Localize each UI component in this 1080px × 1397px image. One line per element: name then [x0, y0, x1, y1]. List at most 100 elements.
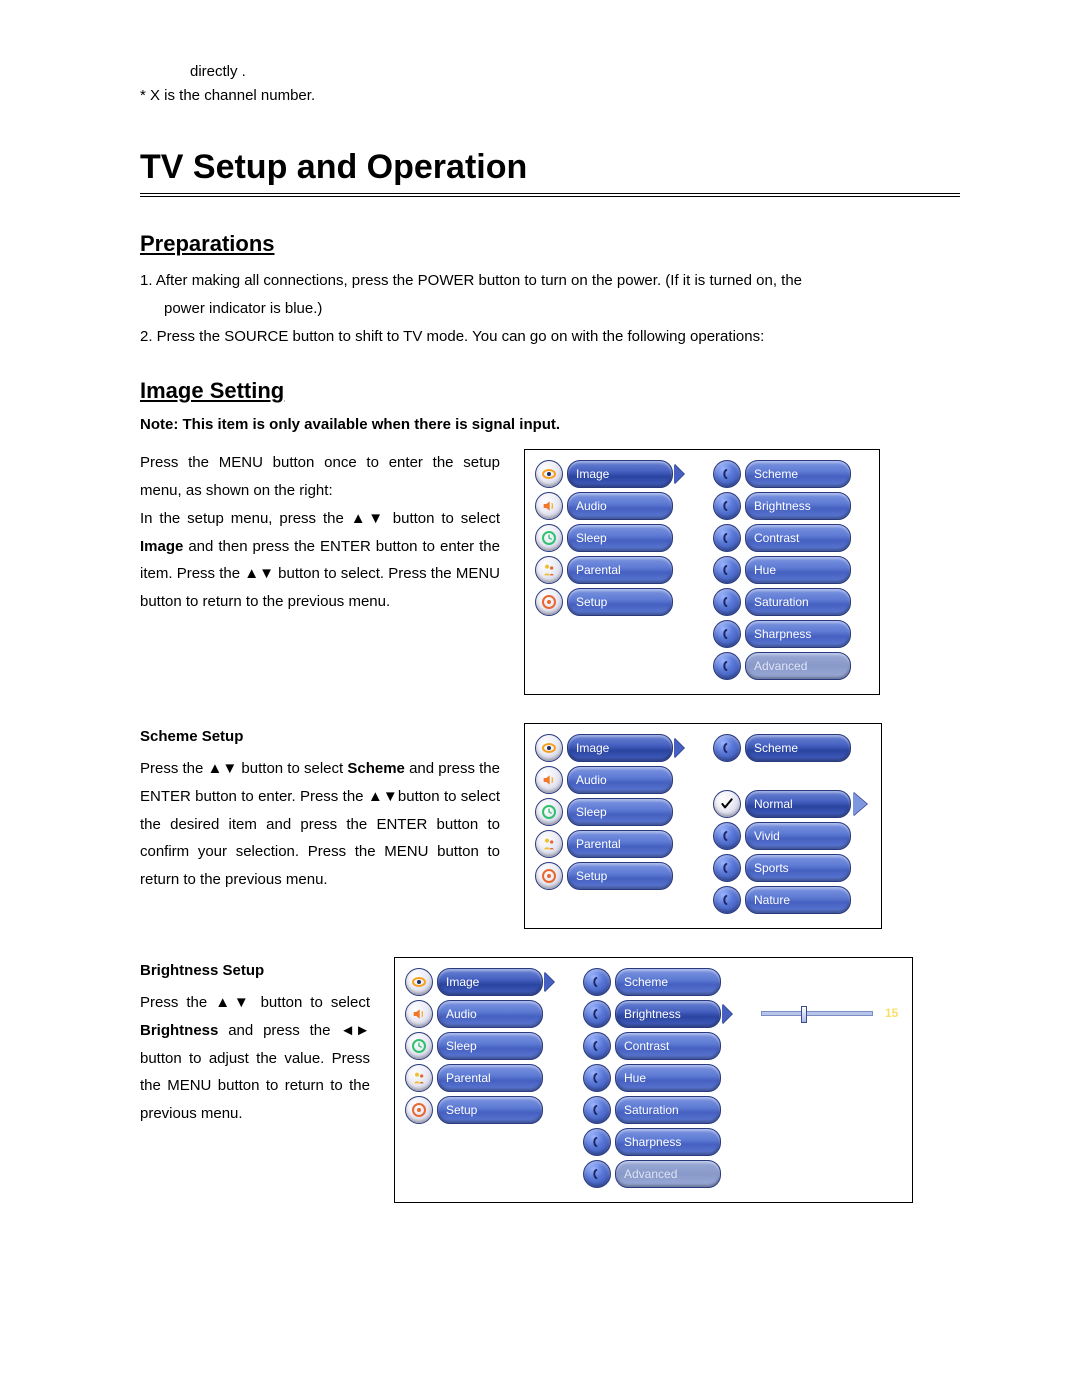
preparations-body: 1. After making all connections, press t… — [140, 267, 960, 350]
scheme-option-normal[interactable]: Normal — [713, 790, 867, 818]
sleep-icon — [535, 798, 563, 826]
image-menu-screenshot: Image Audio Sleep Parental Setup Scheme Brigh… — [524, 449, 880, 695]
submenu-arrow — [547, 968, 561, 996]
bullet-icon — [713, 492, 741, 520]
scheme-title: Scheme Setup — [140, 723, 500, 751]
submenu-item-saturation[interactable]: Saturation — [713, 588, 851, 616]
main-menu-item-parental[interactable]: Parental — [535, 830, 691, 858]
image-submenu-col-1: Scheme Brightness Contrast Hue Saturation Sha… — [713, 460, 851, 680]
submenu-pill: Advanced — [615, 1160, 721, 1188]
image-setting-heading: Image Setting — [140, 378, 960, 404]
scheme-submenu-col: Scheme Normal Vivid Sports Nature — [713, 734, 867, 914]
submenu-item-sharpness[interactable]: Sharpness — [713, 620, 851, 648]
audio-icon — [535, 492, 563, 520]
brightness-title: Brightness Setup — [140, 957, 370, 985]
parental-icon — [535, 556, 563, 584]
submenu-item-hue[interactable]: Hue — [713, 556, 851, 584]
submenu-item-scheme[interactable]: Scheme — [583, 968, 739, 996]
scheme-menu-screenshot: Image Audio Sleep Parental Setup Scheme Norma… — [524, 723, 882, 929]
scheme-setup-row: Scheme Setup Press the ▲▼ button to sele… — [140, 723, 960, 929]
submenu-pill: Scheme — [745, 734, 851, 762]
main-menu-pill: Sleep — [437, 1032, 543, 1060]
img-para-1b: In the setup menu, press the ▲▼ button t… — [140, 510, 500, 527]
submenu-item-contrast[interactable]: Contrast — [713, 524, 851, 552]
slider-thumb[interactable] — [801, 1006, 807, 1023]
main-menu-item-sleep[interactable]: Sleep — [405, 1032, 561, 1060]
main-menu-col-1: Image Audio Sleep Parental Setup — [535, 460, 691, 680]
submenu-item-sharpness[interactable]: Sharpness — [583, 1128, 739, 1156]
main-menu-pill: Parental — [567, 830, 673, 858]
main-menu-item-setup[interactable]: Setup — [535, 588, 691, 616]
img-para-1b-bold: Image — [140, 538, 183, 555]
parental-icon — [405, 1064, 433, 1092]
scheme-option-nature[interactable]: Nature — [713, 886, 867, 914]
sleep-icon — [535, 524, 563, 552]
bullet-icon — [583, 1160, 611, 1188]
main-menu-item-parental[interactable]: Parental — [535, 556, 691, 584]
setup-icon — [535, 588, 563, 616]
main-menu-item-sleep[interactable]: Sleep — [535, 798, 691, 826]
sleep-icon — [405, 1032, 433, 1060]
bullet-icon — [583, 1000, 611, 1028]
bullet-icon — [713, 822, 741, 850]
image-icon — [535, 734, 563, 762]
scheme-option-pill: Vivid — [745, 822, 851, 850]
main-menu-pill: Image — [437, 968, 543, 996]
main-menu-item-image[interactable]: Image — [535, 460, 691, 488]
slider-value: 15 — [885, 1006, 898, 1020]
bullet-icon — [583, 1128, 611, 1156]
brightness-slider[interactable]: 15 — [761, 1000, 898, 1026]
brightness-menu-screenshot: Image Audio Sleep Parental Setup Scheme Brigh… — [394, 957, 913, 1203]
submenu-item-brightness[interactable]: Brightness — [583, 1000, 739, 1028]
main-menu-pill: Image — [567, 460, 673, 488]
bullet-icon — [713, 886, 741, 914]
submenu-pill: Contrast — [615, 1032, 721, 1060]
img-para-1c: and then press the ENTER button to enter… — [140, 538, 500, 611]
submenu-item-brightness[interactable]: Brightness — [713, 492, 851, 520]
scheme-option-pill: Normal — [745, 790, 851, 818]
prep-item-2: 2. Press the SOURCE button to shift to T… — [140, 323, 960, 351]
main-menu-item-audio[interactable]: Audio — [535, 766, 691, 794]
main-menu-item-image[interactable]: Image — [535, 734, 691, 762]
image-setting-row: Press the MENU button once to enter the … — [140, 449, 960, 695]
bullet-icon — [713, 854, 741, 882]
setup-icon — [405, 1096, 433, 1124]
submenu-item-saturation[interactable]: Saturation — [583, 1096, 739, 1124]
submenu-arrow — [677, 734, 691, 762]
parental-icon — [535, 830, 563, 858]
submenu-pill: Brightness — [745, 492, 851, 520]
main-menu-item-parental[interactable]: Parental — [405, 1064, 561, 1092]
main-menu-pill: Setup — [567, 862, 673, 890]
brightness-text-bold: Brightness — [140, 1022, 218, 1039]
scheme-text-b: and press the ENTER button to enter. Pre… — [140, 760, 500, 888]
main-menu-pill: Image — [567, 734, 673, 762]
bullet-icon — [583, 968, 611, 996]
main-menu-pill: Sleep — [567, 524, 673, 552]
submenu-item-scheme[interactable]: Scheme — [713, 460, 851, 488]
submenu-item-hue[interactable]: Hue — [583, 1064, 739, 1092]
image-submenu-col-3: Scheme Brightness Contrast Hue Saturation Sha… — [583, 968, 739, 1188]
submenu-item-advanced[interactable]: Advanced — [583, 1160, 739, 1188]
img-para-1a: Press the MENU button once to enter the … — [140, 454, 500, 499]
submenu-item-scheme[interactable]: Scheme — [713, 734, 867, 762]
submenu-item-contrast[interactable]: Contrast — [583, 1032, 739, 1060]
audio-icon — [405, 1000, 433, 1028]
main-menu-pill: Audio — [437, 1000, 543, 1028]
brightness-slider-col: 15 — [761, 968, 898, 1188]
main-menu-item-setup[interactable]: Setup — [405, 1096, 561, 1124]
main-menu-item-setup[interactable]: Setup — [535, 862, 691, 890]
top-line-2: * X is the channel number. — [140, 84, 960, 108]
image-setting-text: Press the MENU button once to enter the … — [140, 449, 500, 616]
submenu-pill: Hue — [745, 556, 851, 584]
submenu-item-advanced[interactable]: Advanced — [713, 652, 851, 680]
scheme-option-vivid[interactable]: Vivid — [713, 822, 867, 850]
main-menu-pill: Parental — [567, 556, 673, 584]
main-menu-item-audio[interactable]: Audio — [535, 492, 691, 520]
main-menu-pill: Sleep — [567, 798, 673, 826]
main-menu-item-sleep[interactable]: Sleep — [535, 524, 691, 552]
setup-icon — [535, 862, 563, 890]
main-menu-item-image[interactable]: Image — [405, 968, 561, 996]
submenu-pill: Brightness — [615, 1000, 721, 1028]
scheme-option-sports[interactable]: Sports — [713, 854, 867, 882]
main-menu-item-audio[interactable]: Audio — [405, 1000, 561, 1028]
